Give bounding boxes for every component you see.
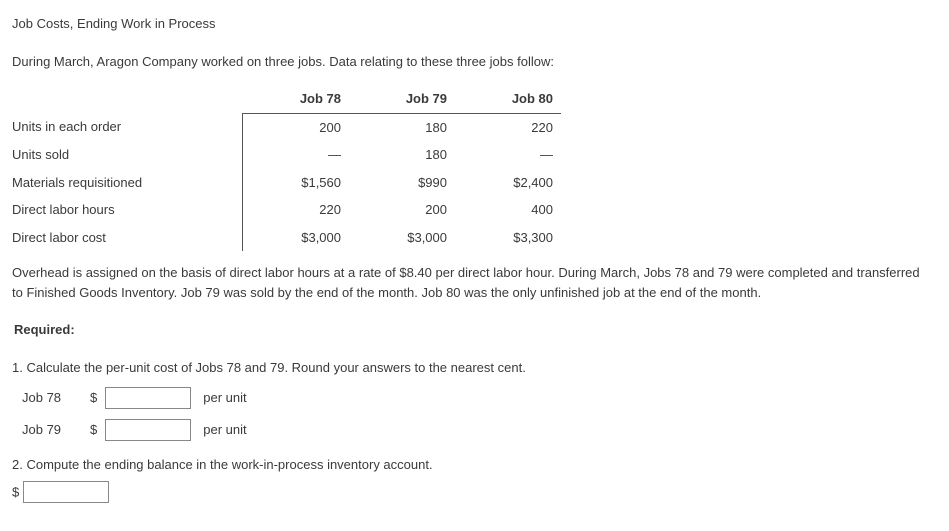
currency-symbol: $ [90,388,97,408]
table-row: Units in each order 200 180 220 [12,113,561,141]
answer-row-job79: Job 79 $ per unit [22,419,937,441]
question-1: 1. Calculate the per-unit cost of Jobs 7… [12,358,937,442]
currency-symbol: $ [12,484,19,499]
wip-ending-balance-input[interactable] [23,481,109,503]
cell: 180 [349,113,455,141]
answer-row-job78: Job 78 $ per unit [22,387,937,409]
cell: 200 [349,196,455,224]
job78-per-unit-input[interactable] [105,387,191,409]
col-header-job78: Job 78 [243,85,350,113]
question-2-text: 2. Compute the ending balance in the wor… [12,455,937,475]
row-label: Direct labor cost [12,224,243,252]
intro-text: During March, Aragon Company worked on t… [12,52,937,72]
job79-per-unit-input[interactable] [105,419,191,441]
col-header-job80: Job 80 [455,85,561,113]
cell: $3,300 [455,224,561,252]
col-header-job79: Job 79 [349,85,455,113]
cell: — [243,141,350,169]
cell: $990 [349,169,455,197]
table-row: Direct labor cost $3,000 $3,000 $3,300 [12,224,561,252]
cell: 180 [349,141,455,169]
page-title: Job Costs, Ending Work in Process [12,14,937,34]
table-header-row: Job 78 Job 79 Job 80 [12,85,561,113]
row-label: Units in each order [12,113,243,141]
overhead-paragraph: Overhead is assigned on the basis of dir… [12,263,932,302]
per-unit-label: per unit [203,420,246,440]
row-label: Direct labor hours [12,196,243,224]
row-label: Materials requisitioned [12,169,243,197]
question-2: 2. Compute the ending balance in the wor… [12,455,937,503]
row-label: Units sold [12,141,243,169]
table-row: Direct labor hours 220 200 400 [12,196,561,224]
cell: 220 [455,113,561,141]
required-heading: Required: [14,320,937,340]
answer-label-job79: Job 79 [22,420,82,440]
cell: 400 [455,196,561,224]
question-1-text: 1. Calculate the per-unit cost of Jobs 7… [12,358,937,378]
cell: — [455,141,561,169]
jobs-data-table: Job 78 Job 79 Job 80 Units in each order… [12,85,561,251]
answer-label-job78: Job 78 [22,388,82,408]
currency-symbol: $ [90,420,97,440]
cell: 220 [243,196,350,224]
per-unit-label: per unit [203,388,246,408]
cell: $1,560 [243,169,350,197]
table-row: Materials requisitioned $1,560 $990 $2,4… [12,169,561,197]
cell: $2,400 [455,169,561,197]
table-row: Units sold — 180 — [12,141,561,169]
cell: $3,000 [349,224,455,252]
cell: 200 [243,113,350,141]
cell: $3,000 [243,224,350,252]
